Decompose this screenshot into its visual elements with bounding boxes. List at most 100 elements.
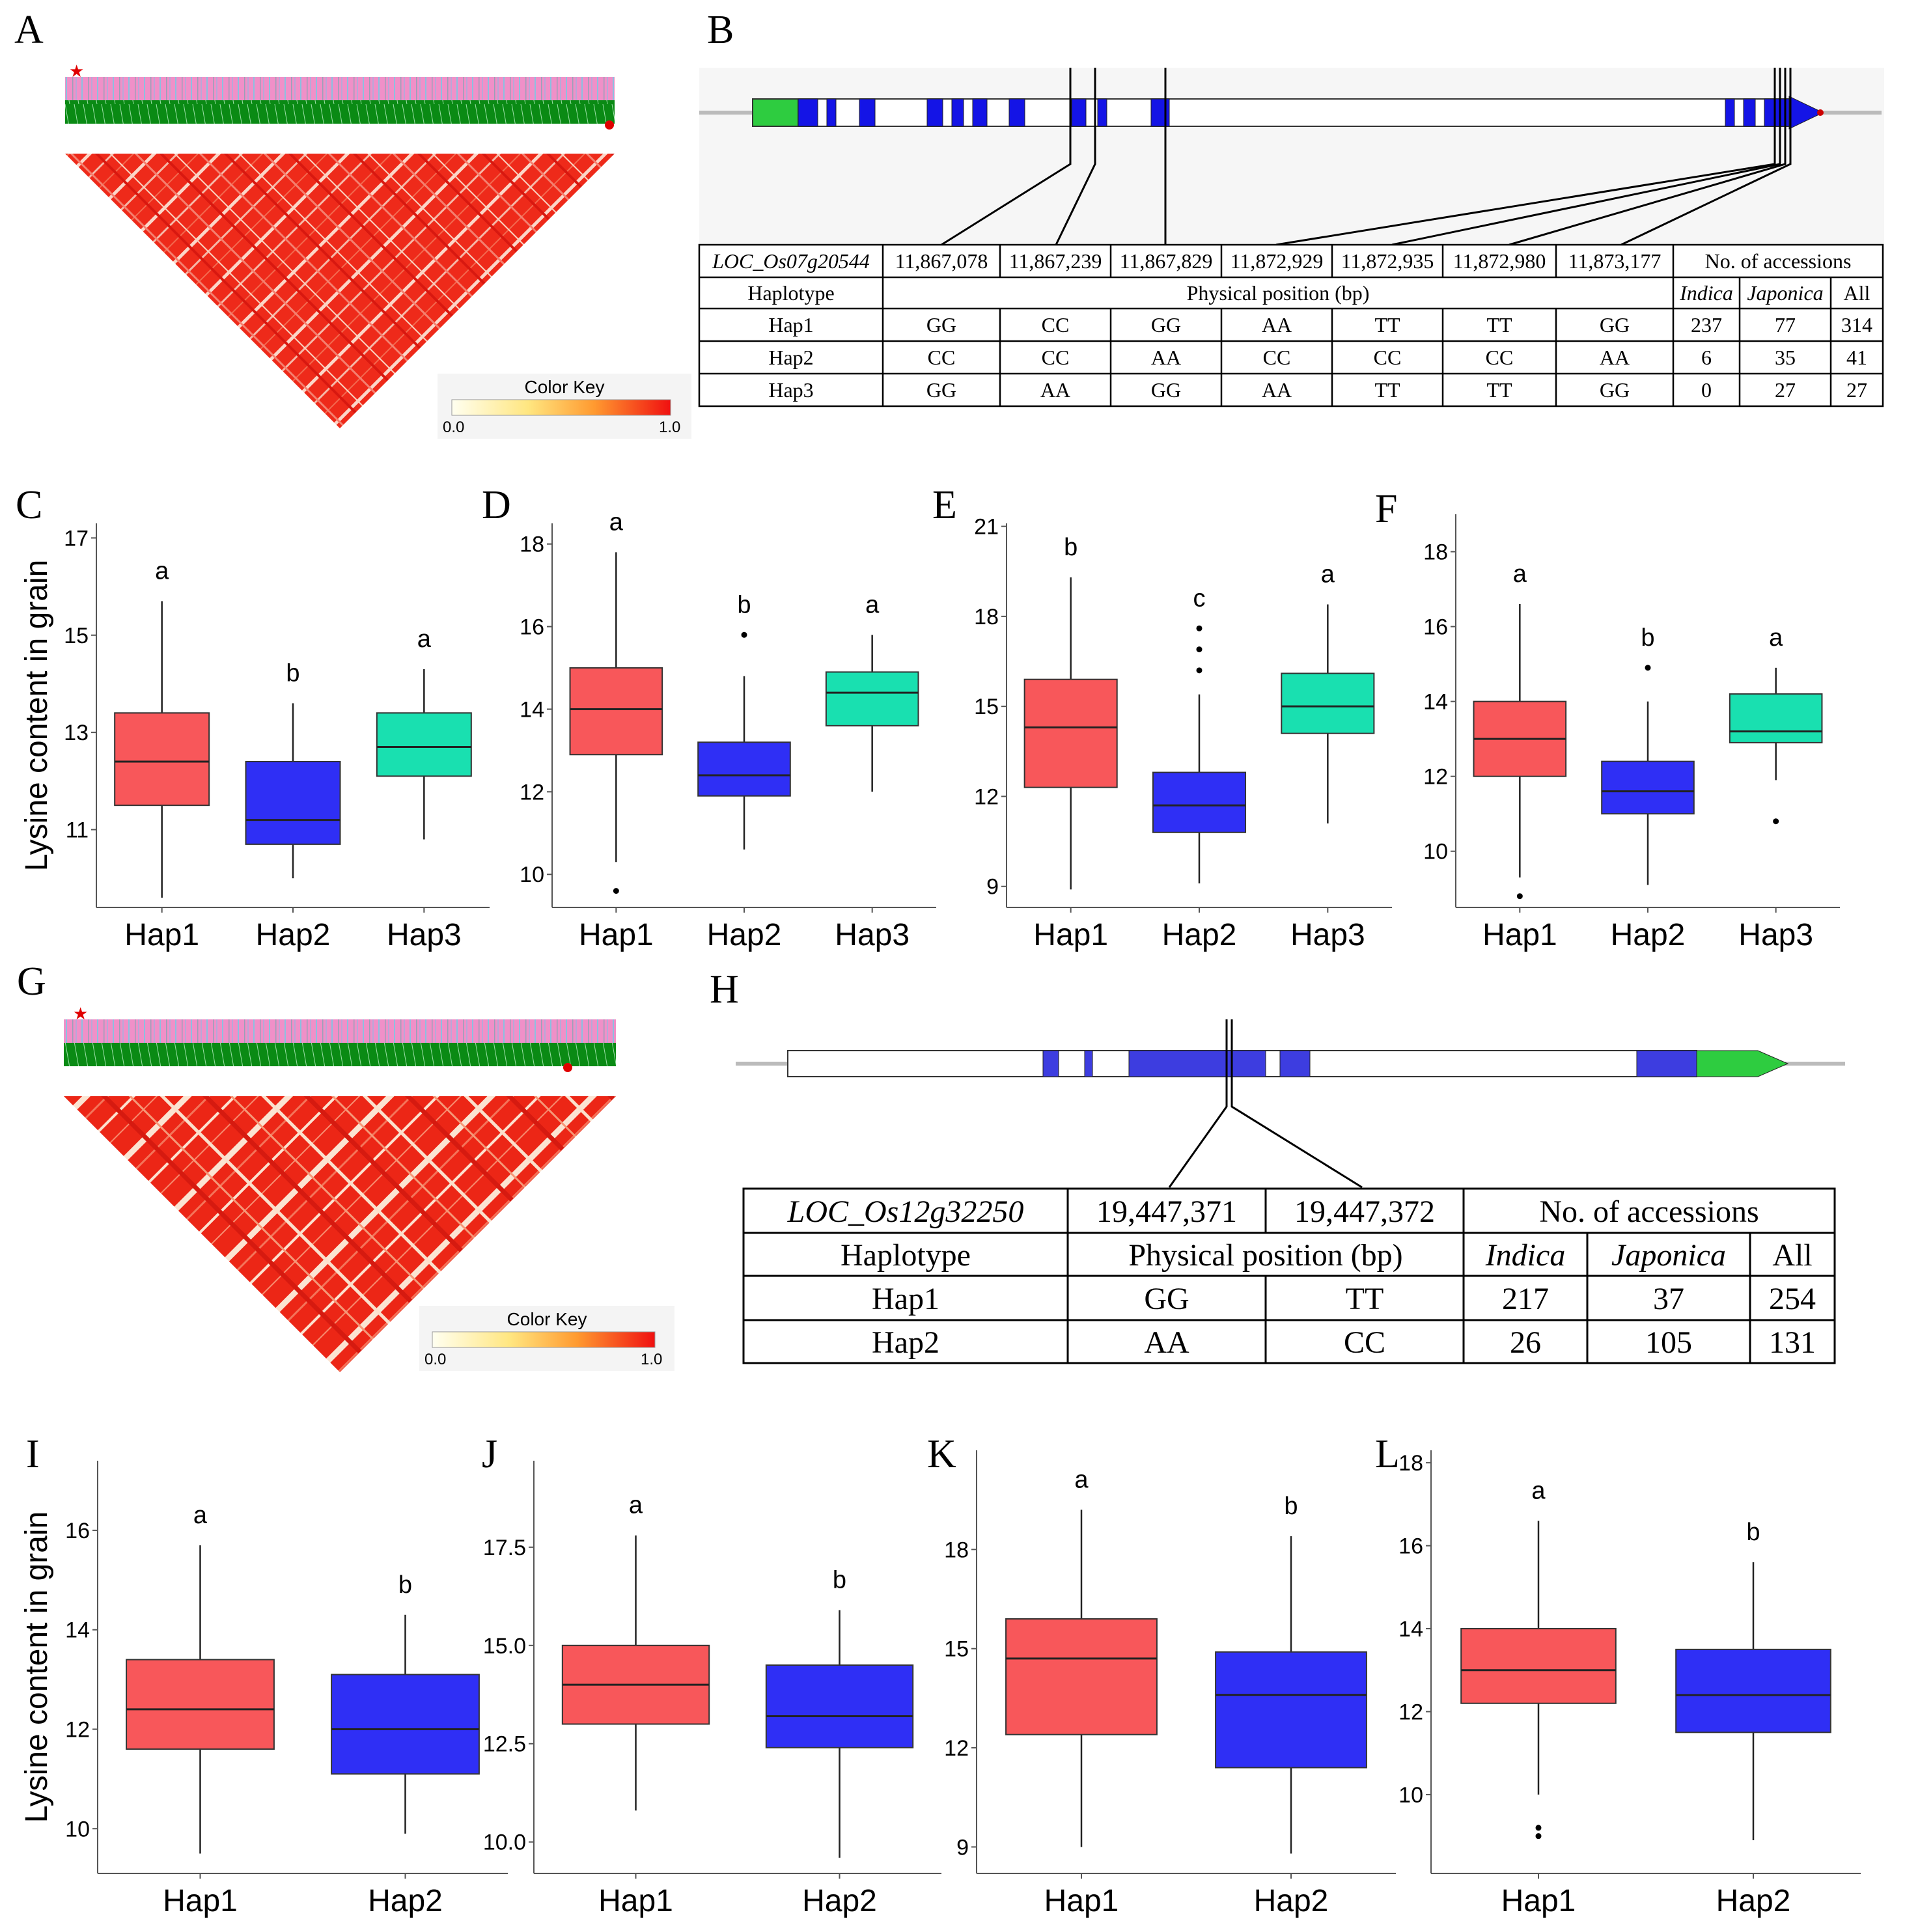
table-allele-cell: GG: [1600, 313, 1630, 337]
color-key-gradient-g: [432, 1331, 656, 1348]
color-key-gradient: [451, 399, 671, 416]
y-tick-label: 17.5: [483, 1536, 526, 1560]
boxplot-panel-d: D 10 12 14 16 18 a Hap1 b Hap2 a Hap3: [482, 483, 936, 952]
ld-heatmap-g: [64, 1096, 616, 1372]
x-tick-label: Hap1: [1044, 1884, 1119, 1918]
table-position: 11,867,239: [1009, 249, 1102, 273]
utr-5prime: [752, 98, 799, 127]
table-japonica-cell: 77: [1775, 313, 1796, 337]
significance-letter: b: [1746, 1519, 1760, 1546]
box-hap2: b Hap2: [697, 591, 791, 952]
table-indica-cell: 6: [1701, 346, 1712, 369]
gene-model-background: [699, 68, 1884, 243]
x-tick-label: Hap2: [368, 1884, 443, 1918]
x-tick-label: Hap2: [1162, 918, 1237, 952]
y-tick-label: 16: [1423, 615, 1448, 640]
outlier-point: [1196, 625, 1203, 631]
y-tick-label: 14: [520, 697, 544, 722]
outlier-point: [1773, 818, 1779, 825]
y-tick-label: 14: [1398, 1617, 1423, 1642]
y-tick-label: 12: [974, 784, 999, 809]
y-tick-label: 11: [66, 818, 89, 843]
table-allele-cell: AA: [1600, 346, 1630, 369]
box-iqr: [1005, 1618, 1158, 1735]
x-tick-label: Hap2: [256, 918, 331, 952]
box-hap2: b Hap2: [245, 659, 341, 952]
table-indica-cell: 237: [1691, 313, 1722, 337]
table-allele-cell: TT: [1486, 378, 1512, 402]
table-haplotype-header: Haplotype: [841, 1238, 971, 1273]
y-tick-label: 14: [65, 1618, 90, 1643]
snp-leader-lines-b: [941, 68, 1792, 246]
x-tick-label: Hap2: [1716, 1884, 1791, 1918]
box-iqr: [569, 667, 663, 756]
table-accessions-header: No. of accessions: [1705, 249, 1852, 273]
x-tick-label: Hap1: [579, 918, 654, 952]
table-allele-cell: CC: [1042, 313, 1070, 337]
haplotype-table-b: LOC_Os07g20544 11,867,078 11,867,239 11,867…: [698, 243, 1884, 407]
table-gene-name: LOC_Os12g32250: [787, 1194, 1024, 1229]
panel-label-e: E: [932, 483, 957, 527]
outlier-point: [1516, 893, 1523, 900]
boxplot-panel-j: J 10.0 12.5 15.0 17.5 a Hap1 b Hap2: [482, 1432, 941, 1918]
box-iqr: [1215, 1651, 1367, 1769]
boxplot-panel-l: L 10 12 14 16 18 a Hap1 b Hap2: [1375, 1432, 1861, 1918]
exons-b: [798, 98, 1790, 127]
snp-density-bar-g: [64, 1019, 616, 1043]
significance-letter: c: [1193, 585, 1206, 612]
gene-arrow-b: [1788, 96, 1824, 130]
x-tick-label: Hap1: [598, 1884, 673, 1918]
table-allele-cell: GG: [926, 313, 956, 337]
outlier-point: [1196, 667, 1203, 674]
boxplot-panel-i: I 10 12 14 16 Lysine content in grain a Hap1 b Ha…: [20, 1432, 508, 1918]
y-tick-label: 12: [944, 1736, 969, 1761]
table-allele-cell: CC: [1042, 346, 1070, 369]
x-tick-label: Hap1: [1033, 918, 1108, 952]
x-tick-label: Hap1: [1482, 918, 1557, 952]
x-tick-label: Hap2: [1611, 918, 1686, 952]
box-iqr: [825, 671, 919, 726]
y-tick-label: 12: [520, 780, 544, 805]
table-indica-cell: 0: [1701, 378, 1712, 402]
y-tick-label: 18: [520, 532, 544, 557]
box-iqr: [1281, 672, 1375, 734]
table-allele-cell: CC: [1263, 346, 1291, 369]
table-gene-name: LOC_Os07g20544: [712, 249, 870, 273]
y-tick-label: 9: [956, 1835, 969, 1860]
table-allele-cell: AA: [1262, 378, 1292, 402]
box-hap1: a Hap1: [1473, 560, 1567, 952]
table-japonica-header: Japonica: [1747, 281, 1823, 305]
box-hap1: a Hap1: [569, 508, 663, 952]
box-hap1: a Hap1: [561, 1492, 710, 1918]
x-tick-label: Hap3: [835, 918, 910, 952]
panel-h: H LOC_Os12g32250 19,447,371 19,447,372 No. …: [710, 967, 1845, 1364]
table-position: 11,867,078: [895, 249, 988, 273]
color-key-min-g: 0.0: [424, 1351, 446, 1368]
panel-label-k: K: [927, 1432, 956, 1476]
x-tick-label: Hap2: [1254, 1884, 1329, 1918]
table-allele-cell: GG: [926, 378, 956, 402]
panel-label-l: L: [1375, 1432, 1400, 1476]
table-allele-cell: AA: [1144, 1325, 1189, 1360]
outlier-point: [741, 631, 747, 638]
haplotype-table-h: LOC_Os12g32250 19,447,371 19,447,372 No. of…: [742, 1187, 1836, 1364]
boxplot-panel-e: E 9 12 15 18 21 b Hap1 c Hap2 a Hap3: [932, 483, 1392, 952]
boxplot-panels: C 11 13 15 17 Lysine content in grain a Hap1 b Ha…: [16, 483, 1861, 1918]
y-tick-label: 14: [1423, 690, 1448, 715]
box-iqr: [126, 1659, 275, 1750]
table-allele-cell: GG: [1600, 378, 1630, 402]
y-tick-label: 16: [65, 1519, 90, 1543]
box-iqr: [697, 741, 791, 797]
y-tick-label: 12: [1423, 765, 1448, 790]
table-position: 11,872,929: [1231, 249, 1324, 273]
y-tick-label: 12: [65, 1717, 90, 1742]
table-hap-cell: Hap2: [768, 346, 813, 369]
table-allele-cell: TT: [1374, 313, 1400, 337]
box-hap1: a Hap1: [1005, 1466, 1158, 1918]
significance-letter: a: [629, 1492, 643, 1519]
x-tick-label: Hap3: [1738, 918, 1813, 952]
snp-leader-lines-h: [1168, 1019, 1363, 1189]
outlier-point: [1196, 646, 1203, 653]
table-hap-cell: Hap1: [872, 1282, 939, 1316]
